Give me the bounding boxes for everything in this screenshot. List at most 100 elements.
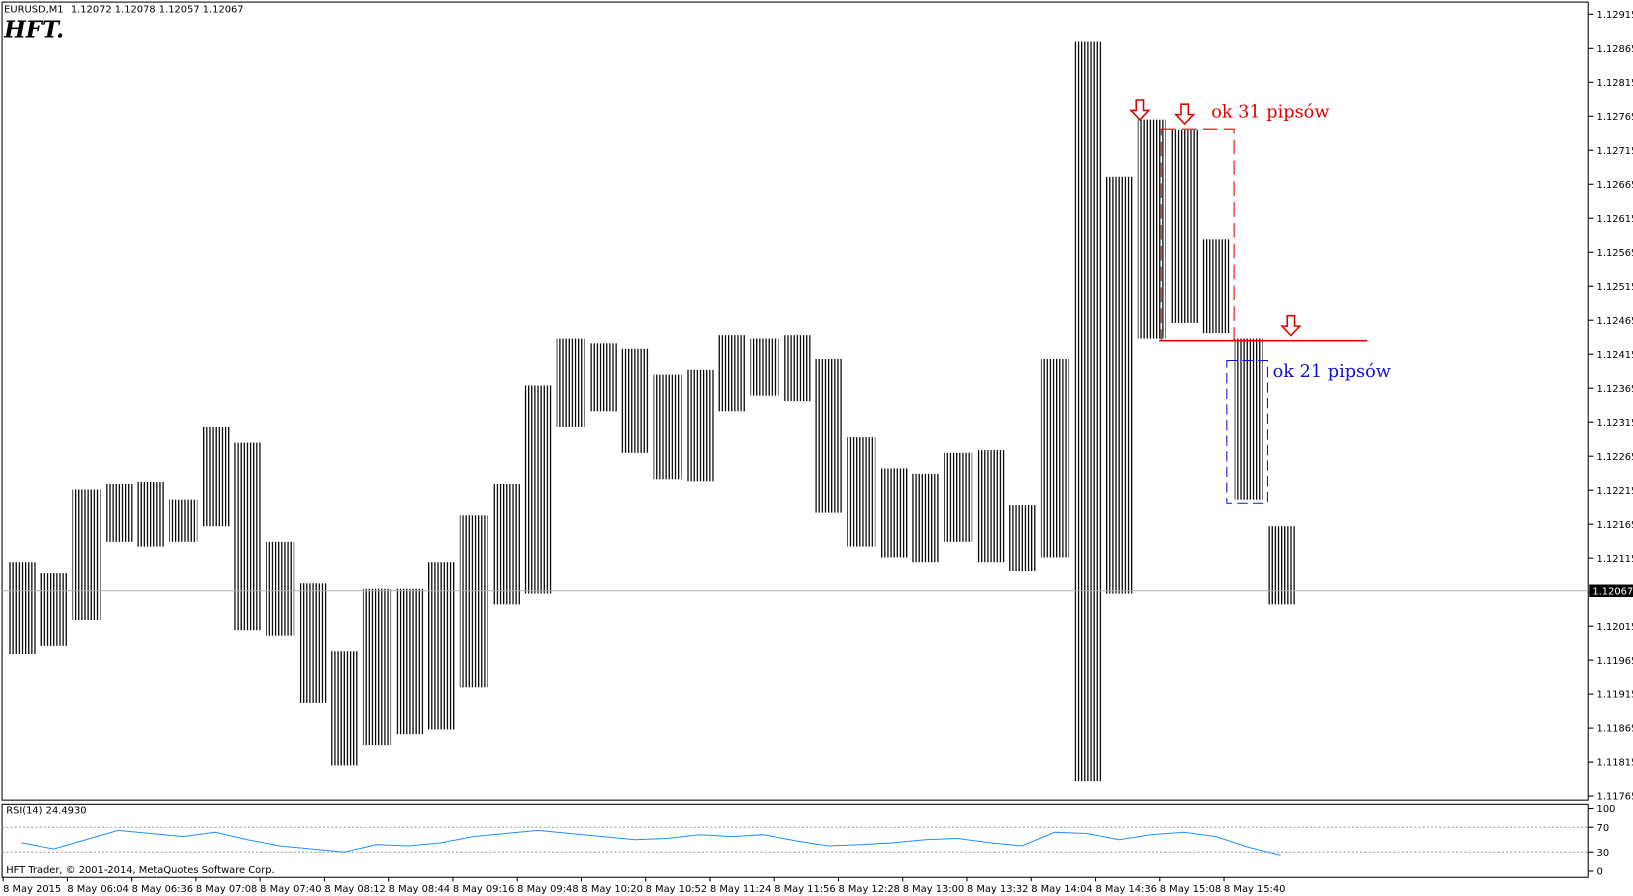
price-range [136,482,166,547]
y-tick-label: 1.12615 [1597,214,1633,225]
price-range [847,437,876,547]
price-range [1105,176,1134,594]
price-range [459,515,488,688]
x-tick-label: 8 May 15:40 [1224,884,1285,895]
y-tick-label: 1.11915 [1597,690,1633,701]
price-range [1008,505,1037,572]
x-tick-label: 8 May 11:24 [710,884,771,895]
x-tick-label: 8 May 11:56 [774,884,835,895]
price-range [104,484,133,542]
copyright: HFT Trader, © 2001-2014, MetaQuotes Soft… [6,865,274,876]
y-tick-label: 70 [1597,823,1610,834]
price-range [233,442,262,631]
price-range [653,374,682,480]
y-tick-label: 1.12665 [1597,180,1633,191]
price-range [1234,338,1263,500]
y-tick-label: 1.12515 [1597,282,1633,293]
x-tick-label: 8 May 09:48 [517,884,578,895]
rsi-panel [1,803,1589,878]
y-tick-label: 1.12915 [1597,10,1633,21]
y-tick-label: 1.11865 [1597,724,1633,735]
x-tick-label: 8 May 06:36 [132,884,193,895]
y-tick-label: 1.11965 [1597,656,1633,667]
current-price-box [1589,584,1633,598]
x-tick-label: 8 May 14:36 [1096,884,1157,895]
y-tick-label: 1.12715 [1597,146,1633,157]
current-price-label: 1.12067 [1592,586,1633,597]
y-tick-label: 100 [1597,804,1616,815]
price-range [976,450,1005,563]
x-tick-label: 8 May 07:08 [196,884,257,895]
y-tick-label: 1.11765 [1597,792,1633,803]
price-range [1202,239,1231,334]
y-tick-label: 1.12015 [1597,622,1633,633]
price-range [40,573,69,646]
open: 1.12072 [71,5,112,16]
x-tick-label: 8 May 09:16 [453,884,514,895]
x-tick-label: 8 May 10:20 [581,884,642,895]
range-box-blue [1226,359,1268,504]
x-tick-label: 8 May 08:12 [324,884,385,895]
y-tick-label: 1.12765 [1597,112,1633,123]
x-tick-label: 8 May 2015 [3,884,61,895]
main-panel [1,1,1589,801]
y-tick-label: 1.12315 [1597,418,1633,429]
price-range [1073,41,1102,782]
x-tick-label: 8 May 10:52 [646,884,707,895]
y-tick-label: 1.12265 [1597,452,1633,463]
price-range [1170,129,1199,323]
price-range [685,369,714,482]
symbol-name: EURUSD,M1 [4,5,63,16]
price-range [944,452,973,542]
y-tick-label: 0 [1597,867,1603,878]
price-range [298,583,327,703]
logo: HFT. [3,17,64,44]
price-range [556,338,585,427]
price-range [814,358,844,513]
x-tick-label: 8 May 07:40 [260,884,321,895]
symbol: EURUSD,M1 1.12072 1.12078 1.12057 1.1206… [4,5,243,16]
y-tick-label: 1.12115 [1597,554,1633,565]
x-tick-label: 8 May 12:28 [838,884,899,895]
close: 1.12067 [203,5,244,16]
price-range [718,335,747,412]
y-tick-label: 1.12365 [1597,384,1633,395]
price-range [7,562,36,654]
price-range [1040,358,1070,558]
arrow [1129,99,1151,121]
price-range [879,468,908,558]
price-range [750,338,779,396]
x-tick-label: 8 May 13:00 [903,884,964,895]
x-tick-label: 8 May 15:08 [1160,884,1221,895]
y-tick-label: 1.12165 [1597,520,1633,531]
price-range [782,335,811,402]
x-tick-label: 8 May 14:04 [1031,884,1092,895]
y-tick-label: 1.12815 [1597,78,1633,89]
x-tick-label: 8 May 08:44 [389,884,450,895]
price-range [524,385,553,594]
y-tick-label: 1.12415 [1597,350,1633,361]
high: 1.12078 [115,5,156,16]
price-range [362,588,392,746]
rsi-line [21,829,1281,856]
price-range [492,484,521,605]
price-range [621,348,650,453]
annotations [1129,99,1368,504]
price-range [1266,526,1296,605]
y-tick-label: 30 [1597,848,1610,859]
low: 1.12057 [159,5,200,16]
price-range [266,541,295,636]
y-tick-label: 1.12465 [1597,316,1633,327]
price-range [169,499,198,542]
price-range [395,588,424,735]
arrow [1280,314,1302,337]
y-tick-label: 1.12865 [1597,44,1633,55]
annotation-red: ok 31 pipsów [1211,102,1329,123]
x-tick-label: 8 May 13:32 [967,884,1028,895]
x-tick-label: 8 May 06:04 [67,884,128,895]
price-range [201,426,230,527]
price-range [427,562,456,730]
y-tick-label: 1.11815 [1597,758,1633,769]
